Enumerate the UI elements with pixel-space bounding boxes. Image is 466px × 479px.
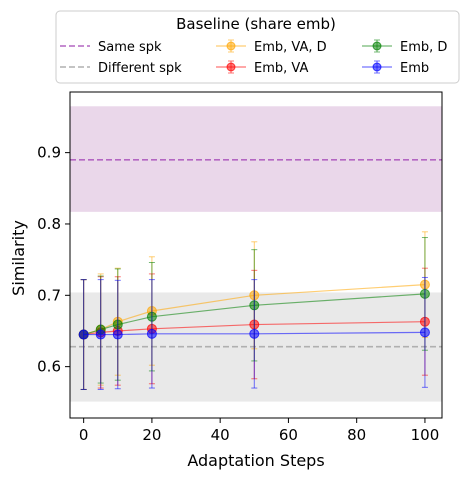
legend-item-emb-label: Emb xyxy=(400,61,429,76)
legend-frame xyxy=(55,10,460,84)
x-tick-label: 100 xyxy=(411,426,440,444)
plot-area-frame xyxy=(69,91,443,419)
legend-item-emb-va-d: Emb, VA, D xyxy=(216,39,327,55)
legend-item-emb-d-swatch-marker xyxy=(372,41,382,51)
legend-item-emb-va: Emb, VA xyxy=(216,60,308,76)
legend: Baseline (share emb) Same spk Different s… xyxy=(55,10,460,84)
legend-items: Same spk Different spk Emb, VA, D Emb, VA Em… xyxy=(60,39,447,76)
y-tick-label: 0.9 xyxy=(37,144,61,162)
y-axis-label: Similarity xyxy=(9,220,28,296)
x-tick-label: 40 xyxy=(211,426,230,444)
series-emb xyxy=(78,276,430,390)
x-axis-label: Adaptation Steps xyxy=(187,451,324,470)
legend-item-same-spk-label: Same spk xyxy=(98,40,162,55)
reference-lines xyxy=(70,158,442,348)
x-tick-label: 80 xyxy=(347,426,366,444)
y-tick-label: 0.7 xyxy=(37,286,61,304)
x-tick-label: 60 xyxy=(279,426,298,444)
series-emb-point xyxy=(249,328,260,339)
legend-item-different-spk: Different spk xyxy=(60,61,182,76)
legend-item-emb: Emb xyxy=(362,60,429,76)
legend-item-emb-swatch-marker xyxy=(372,62,382,72)
x-axis-ticks: 0 20 40 60 80 100 xyxy=(79,418,439,444)
series-emb-point xyxy=(112,329,123,340)
legend-item-emb-va-label: Emb, VA xyxy=(254,61,308,76)
series-emb-point xyxy=(78,329,89,340)
y-axis-ticks: 0.6 0.7 0.8 0.9 xyxy=(37,144,70,376)
series-emb-point xyxy=(419,327,430,338)
series-emb-point xyxy=(146,328,157,339)
x-tick-label: 0 xyxy=(79,426,89,444)
y-tick-label: 0.6 xyxy=(37,358,61,376)
y-tick-label: 0.8 xyxy=(37,215,61,233)
legend-item-same-spk: Same spk xyxy=(60,40,162,55)
legend-item-emb-d: Emb, D xyxy=(362,39,447,55)
legend-item-emb-d-label: Emb, D xyxy=(400,40,447,55)
legend-item-emb-va-swatch-marker xyxy=(226,62,236,72)
legend-item-emb-va-d-label: Emb, VA, D xyxy=(254,40,327,55)
legend-title: Baseline (share emb) xyxy=(176,15,336,33)
legend-item-different-spk-label: Different spk xyxy=(98,61,182,76)
x-tick-label: 20 xyxy=(142,426,161,444)
series-emb-point xyxy=(95,329,106,340)
legend-item-emb-va-d-swatch-marker xyxy=(226,41,236,51)
series-layer xyxy=(78,231,430,390)
reference-bands xyxy=(70,106,442,402)
